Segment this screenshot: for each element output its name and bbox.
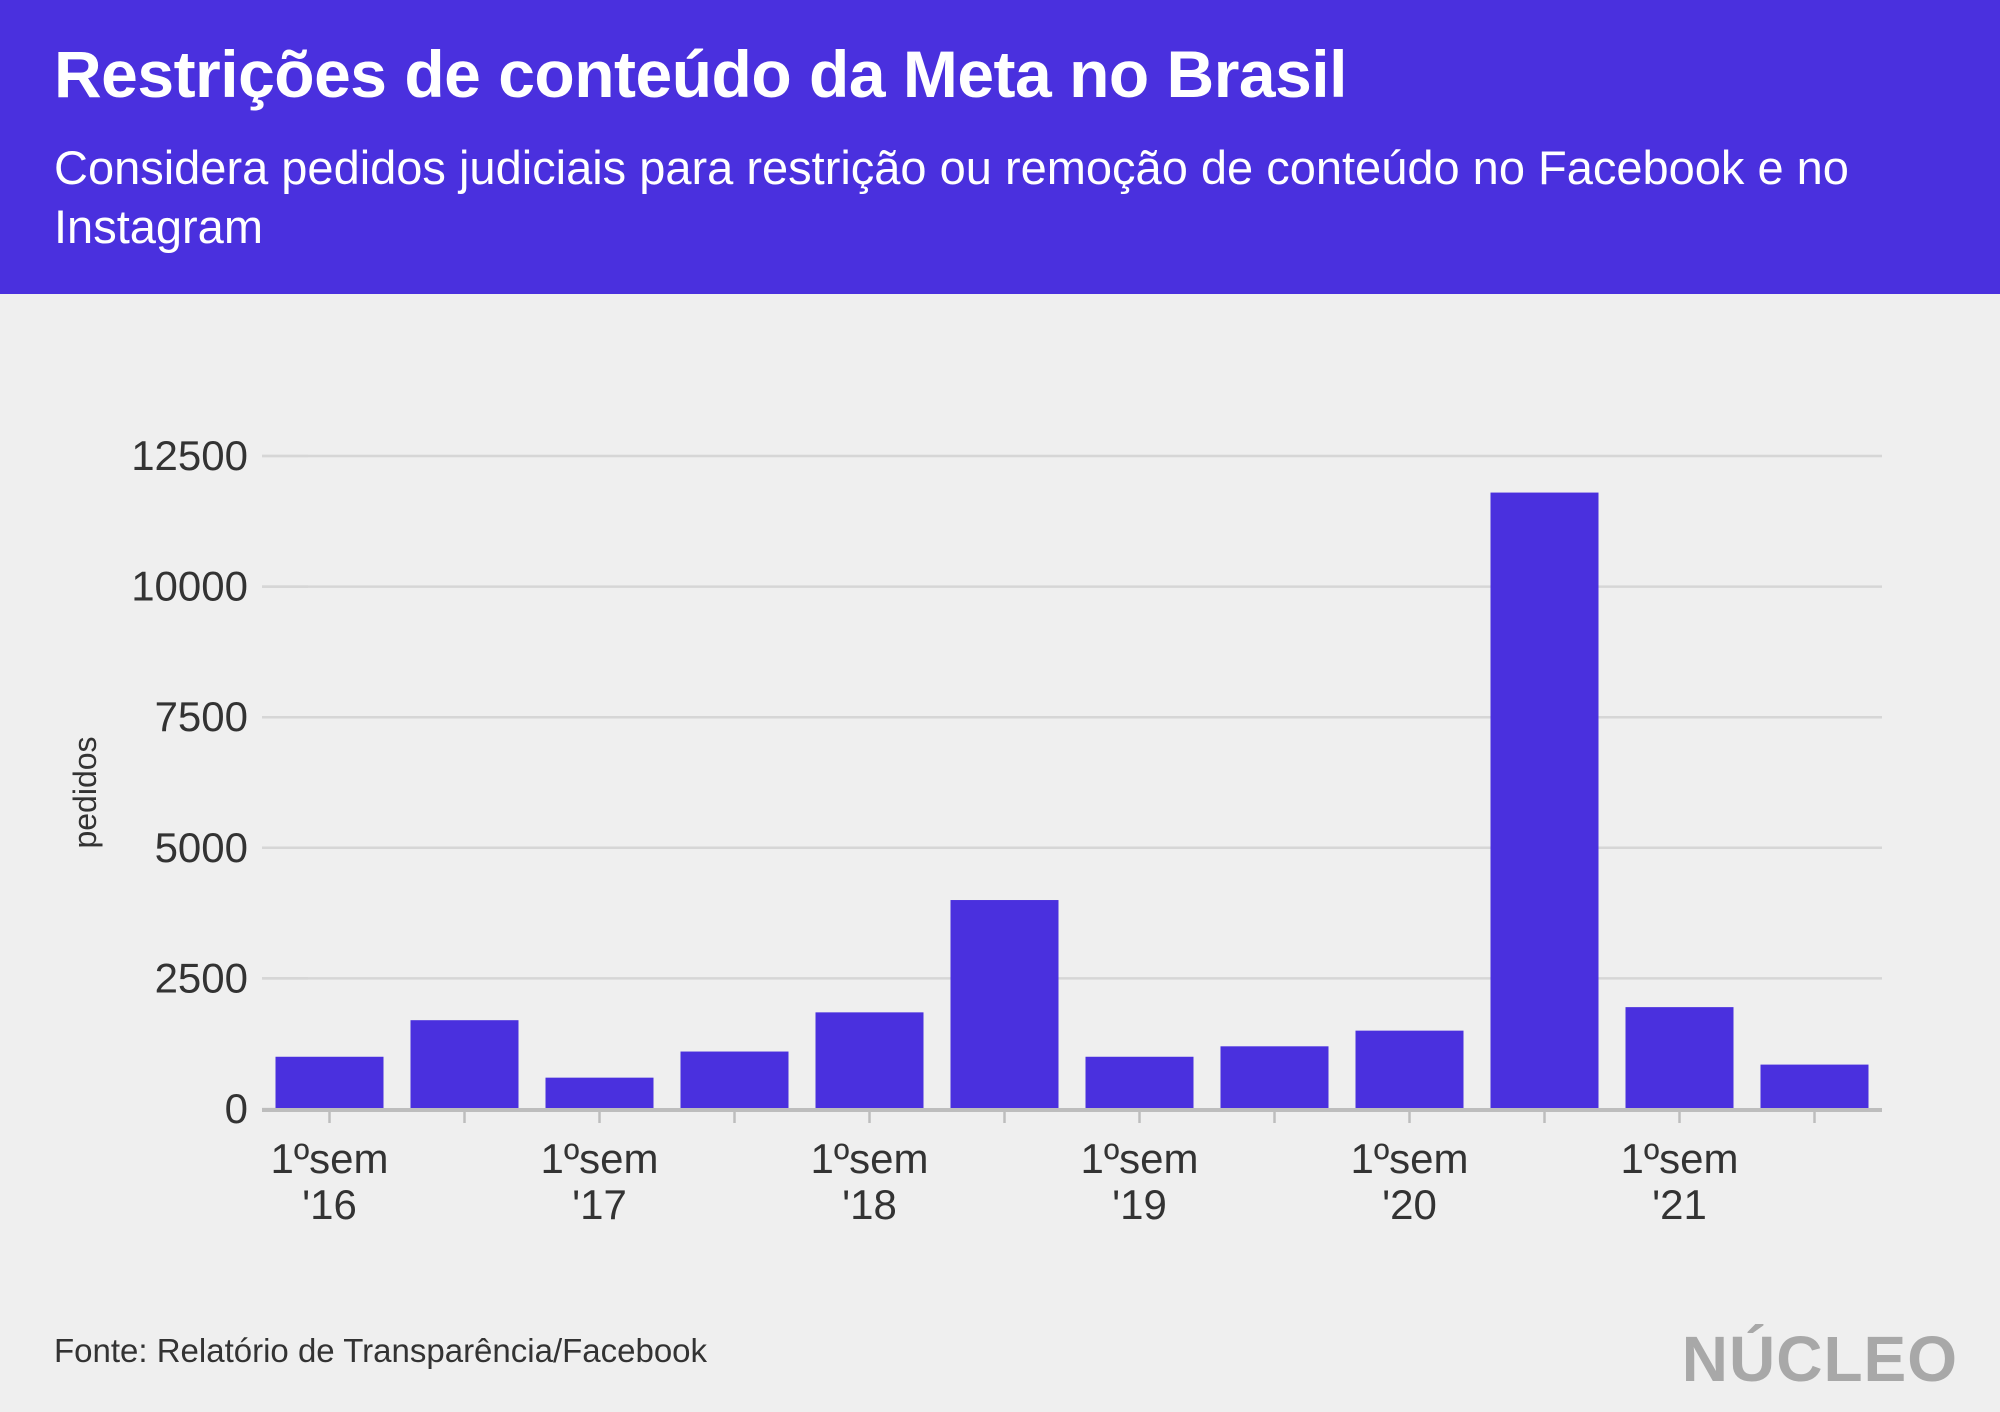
y-tick-label: 5000: [155, 824, 248, 871]
bar-chart: 02500500075001000012500pedidos1ºsem'161º…: [67, 432, 1882, 1228]
bar: [1355, 1030, 1464, 1109]
y-tick-label: 10000: [131, 563, 248, 610]
y-tick-label: 0: [225, 1085, 248, 1132]
y-tick-label: 2500: [155, 954, 248, 1001]
chart-title: Restrições de conteúdo da Meta no Brasil: [54, 37, 1347, 111]
bar: [545, 1077, 654, 1109]
bar: [815, 1012, 924, 1109]
bar: [950, 900, 1059, 1109]
bar: [1220, 1046, 1329, 1109]
x-tick-label: 1ºsem: [810, 1135, 928, 1182]
bar: [410, 1020, 519, 1109]
bar: [1760, 1064, 1869, 1109]
x-tick-label: 1ºsem: [1620, 1135, 1738, 1182]
x-tick-label: 1ºsem: [1350, 1135, 1468, 1182]
bar: [1625, 1007, 1734, 1109]
x-tick-label: '17: [572, 1181, 627, 1228]
x-tick-label: '18: [842, 1181, 897, 1228]
bar: [1085, 1056, 1194, 1109]
y-tick-label: 12500: [131, 432, 248, 479]
x-tick-label: '21: [1652, 1181, 1707, 1228]
x-tick-label: '19: [1112, 1181, 1167, 1228]
x-tick-label: '20: [1382, 1181, 1437, 1228]
source-note: Fonte: Relatório de Transparência/Facebo…: [54, 1332, 708, 1369]
bar: [1490, 492, 1599, 1109]
bar: [680, 1051, 789, 1109]
bar: [275, 1056, 384, 1109]
x-tick-label: 1ºsem: [270, 1135, 388, 1182]
x-tick-label: '16: [302, 1181, 357, 1228]
chart-subtitle: Considera pedidos judiciais para restriç…: [54, 141, 1849, 253]
x-tick-label: 1ºsem: [1080, 1135, 1198, 1182]
chart-header: Restrições de conteúdo da Meta no Brasil…: [0, 0, 2000, 294]
y-tick-label: 7500: [155, 693, 248, 740]
nucleo-logo: NÚCLEO: [1681, 1323, 1958, 1395]
y-axis-label: pedidos: [67, 736, 103, 848]
x-tick-label: 1ºsem: [540, 1135, 658, 1182]
